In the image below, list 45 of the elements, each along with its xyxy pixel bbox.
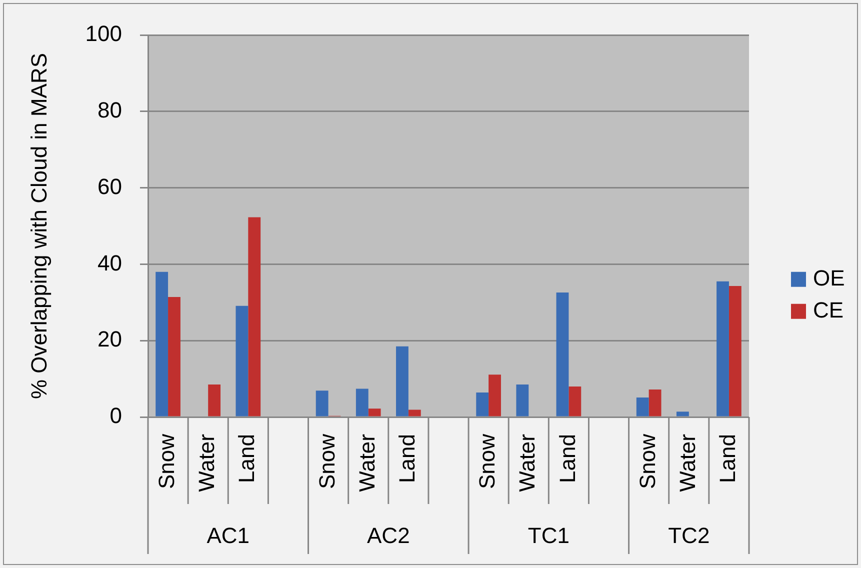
x-tick-label: Water xyxy=(354,434,380,492)
legend-label: CE xyxy=(813,297,844,322)
bar xyxy=(168,297,180,416)
y-axis-title: % Overlapping with Cloud in MARS xyxy=(26,52,52,400)
bar xyxy=(208,384,221,416)
bar xyxy=(636,398,649,416)
legend-label: OE xyxy=(813,265,845,290)
text: TC2 xyxy=(668,523,710,548)
bar xyxy=(676,412,689,416)
x-tick-label: Snow xyxy=(314,434,340,490)
x-tick-label: Land xyxy=(715,434,740,483)
y-tick-label: 40 xyxy=(98,250,122,276)
bar xyxy=(516,384,529,416)
bar xyxy=(156,272,168,416)
y-tick-label: 20 xyxy=(98,326,122,352)
bar xyxy=(488,374,501,416)
x-tick-label: Land xyxy=(234,434,260,483)
x-tick-label: Water xyxy=(514,434,540,492)
bar xyxy=(236,306,248,416)
bar xyxy=(368,408,381,416)
bar xyxy=(316,390,328,416)
y-tick-label: 80 xyxy=(98,97,122,122)
bar xyxy=(728,286,742,416)
bar xyxy=(476,392,489,416)
x-tick-label: Snow xyxy=(154,434,180,490)
text: AC1 xyxy=(206,523,250,548)
x-tick-label: Snow xyxy=(634,434,660,490)
bar xyxy=(568,386,582,416)
text: TC1 xyxy=(528,523,570,548)
x-tick-label: Water xyxy=(194,434,220,492)
text: AC2 xyxy=(367,523,410,548)
bar xyxy=(396,346,408,416)
x-tick-label: Land xyxy=(554,434,580,483)
x-tick-label: Land xyxy=(394,434,420,483)
y-tick-label: 60 xyxy=(98,174,122,199)
x-tick-label: Snow xyxy=(474,434,500,490)
bar xyxy=(248,217,261,416)
bar xyxy=(556,292,569,416)
x-tick-label: Water xyxy=(674,434,700,492)
bar xyxy=(716,281,729,416)
y-tick-label: 0 xyxy=(110,403,122,428)
bar xyxy=(408,410,421,416)
bar xyxy=(356,388,368,416)
y-tick-label: 100 xyxy=(85,21,122,46)
bar xyxy=(648,389,662,416)
